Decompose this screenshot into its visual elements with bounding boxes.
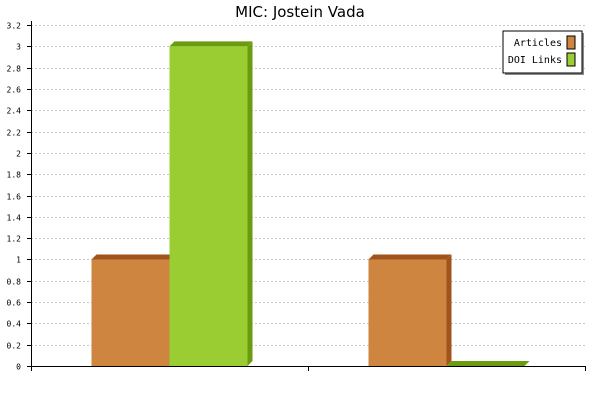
legend-label: DOI Links: [508, 55, 562, 66]
grid-lines: [31, 25, 585, 346]
y-tick-label: 1: [16, 256, 21, 265]
bar-front: [91, 259, 170, 366]
bar: [91, 254, 175, 366]
y-tick-label: 2.2: [7, 129, 22, 138]
bar: [169, 41, 253, 366]
bar-front: [169, 46, 248, 366]
legend-label: Articles: [514, 38, 562, 49]
y-tick-label: 3: [16, 43, 21, 52]
legend: Articles DOI Links: [502, 30, 584, 75]
legend-swatch: [566, 35, 576, 50]
y-tick-label: 1.6: [7, 193, 22, 202]
y-tick-label: 0: [16, 363, 21, 372]
bar-top: [169, 41, 253, 47]
y-tick-label: 2.6: [7, 86, 22, 95]
axes: [27, 21, 586, 371]
bar-top: [446, 361, 530, 366]
bar-side: [446, 254, 452, 366]
chart-title: MIC: Jostein Vada: [235, 3, 365, 21]
bar-side: [247, 41, 253, 366]
y-tick-label: 2.8: [7, 65, 22, 74]
y-tick-label: 0.6: [7, 299, 22, 308]
y-tick-label: 3.2: [7, 22, 22, 31]
bar: [368, 254, 452, 366]
bar-top: [368, 254, 452, 260]
bar-top: [91, 254, 175, 260]
legend-swatch: [566, 52, 576, 67]
tick-labels: 0 0.2 0.4 0.6 0.8 1 1.2 1.4 1.6 1.8 2 2.2 2.4 2.6 2.8 3…: [7, 22, 22, 372]
bars: [91, 41, 530, 366]
y-tick-label: 1.8: [7, 171, 22, 180]
y-tick-label: 1.2: [7, 235, 22, 244]
y-tick-label: 0.2: [7, 342, 22, 351]
bar-front: [368, 259, 447, 366]
y-tick-label: 0.8: [7, 278, 22, 287]
y-tick-label: 0.4: [7, 320, 22, 329]
y-tick-label: 2.4: [7, 107, 22, 116]
y-tick-label: 1.4: [7, 214, 22, 223]
y-tick-label: 2: [16, 150, 21, 159]
bar: [446, 361, 530, 366]
